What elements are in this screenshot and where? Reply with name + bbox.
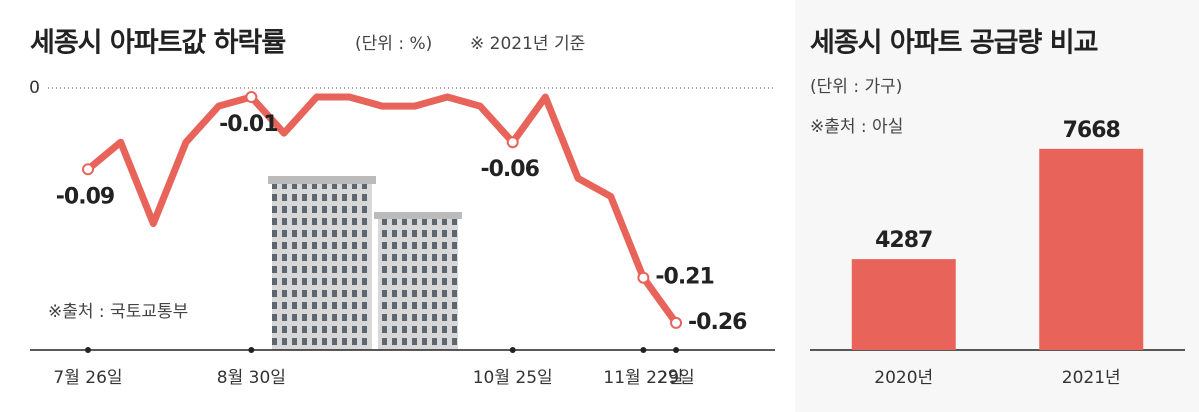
- value-label: -0.01: [219, 112, 277, 137]
- value-label: -0.21: [655, 265, 713, 290]
- x-tick-label: 2020년: [874, 368, 933, 388]
- line-source: ※출처 : 국토교통부: [48, 302, 188, 322]
- x-tick: [85, 347, 91, 353]
- x-tick-label: 10월 25일: [473, 368, 553, 388]
- line-title: 세종시 아파트값 하락률: [30, 28, 285, 59]
- bar-title: 세종시 아파트 공급량 비교: [810, 28, 1098, 59]
- y-tick-label: 0: [29, 78, 40, 98]
- buildings: [268, 176, 462, 350]
- x-tick: [640, 347, 647, 353]
- x-tick: [248, 347, 255, 353]
- point: [245, 91, 258, 104]
- x-tick-label: 29일: [657, 368, 694, 388]
- point: [506, 136, 519, 149]
- bar: [851, 259, 956, 350]
- point: [637, 271, 650, 284]
- x-tick-label: 7월 26일: [53, 368, 122, 388]
- bar: [1039, 148, 1144, 350]
- value-label: 4287: [875, 228, 932, 253]
- line-note: ※ 2021년 기준: [470, 34, 585, 54]
- value-label: 7668: [1063, 118, 1120, 143]
- x-tick: [509, 347, 516, 353]
- x-tick-label: 11월 22일: [603, 368, 683, 388]
- value-label: -0.09: [56, 184, 114, 209]
- value-label: -0.06: [480, 157, 539, 182]
- x-tick-label: 8월 30일: [217, 368, 286, 388]
- point: [670, 316, 683, 329]
- bar-source: ※출처 : 아실: [810, 117, 903, 137]
- line: [85, 93, 679, 325]
- point: [82, 163, 94, 176]
- x-tick: [673, 347, 680, 353]
- value-label: -0.26: [688, 310, 747, 335]
- bar-subtitle: (단위 : 가구): [810, 77, 902, 97]
- x-tick-label: 2021년: [1062, 368, 1121, 388]
- line-subtitle: (단위 : %): [355, 34, 432, 54]
